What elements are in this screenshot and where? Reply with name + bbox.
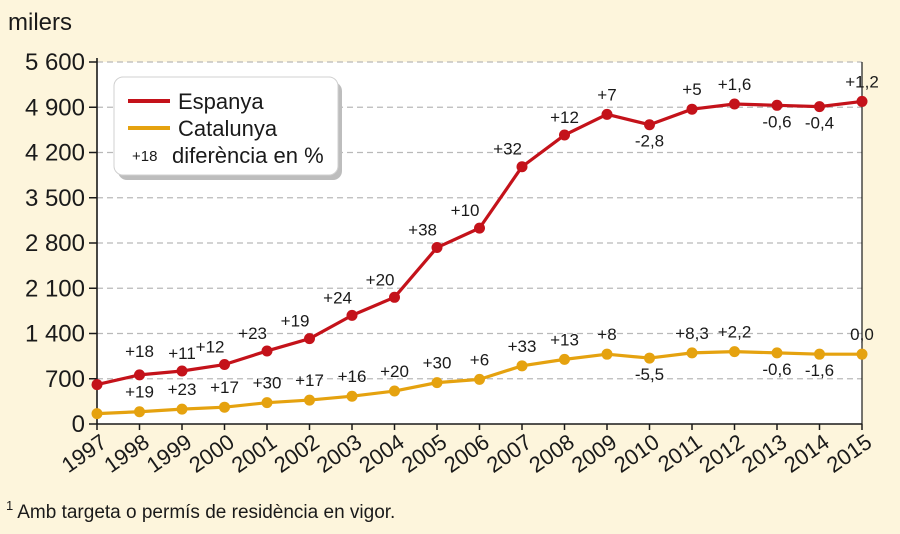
data-point-catalunya: [686, 347, 698, 359]
data-point-catalunya: [304, 394, 315, 406]
footnote: 1 Amb targeta o permís de residència en v…: [6, 498, 395, 523]
data-label-espanya: +12: [550, 108, 579, 127]
data-point-espanya: [134, 369, 145, 381]
data-label-espanya: +24: [323, 288, 352, 307]
y-tick-label: 4 900: [25, 94, 85, 121]
legend-label-espanya: Espanya: [178, 89, 264, 114]
data-point-catalunya: [261, 397, 273, 409]
y-tick-label: 1 400: [25, 321, 85, 348]
data-point-espanya: [389, 291, 400, 303]
data-label-espanya: -0,6: [762, 112, 791, 131]
data-point-espanya: [601, 108, 613, 120]
data-labels: +18 +11 +12+23+19+24+20+38+10+32+12+7-2,8+…: [125, 72, 879, 401]
data-point-catalunya: [431, 377, 443, 389]
series-layer: [91, 95, 868, 420]
data-label-catalunya: +2,2: [718, 323, 752, 342]
data-point-catalunya: [346, 390, 358, 402]
data-label-catalunya: +8,3: [675, 324, 709, 343]
y-tick-label: 3 500: [25, 185, 85, 212]
data-point-catalunya: [389, 385, 400, 397]
data-point-catalunya: [559, 353, 570, 365]
data-point-espanya: [559, 129, 570, 141]
data-point-espanya: [91, 379, 103, 391]
y-tick-label: 2 100: [25, 275, 85, 302]
y-tick-label: 5 600: [25, 49, 85, 76]
y-tick-label: 700: [45, 366, 85, 393]
data-label-espanya: +7: [597, 85, 616, 104]
data-label-catalunya: +8: [597, 325, 616, 344]
data-label-catalunya: -1,6: [805, 361, 834, 380]
data-label-espanya: +1,6: [718, 75, 752, 94]
data-point-catalunya: [176, 403, 188, 415]
data-label-espanya: -0,4: [805, 114, 834, 133]
data-label-espanya: +11: [168, 344, 196, 363]
data-point-catalunya: [516, 360, 528, 372]
data-label-espanya: +1,2: [845, 72, 879, 91]
footnote-mark: 1: [6, 498, 13, 513]
data-label-catalunya: +20: [380, 362, 409, 381]
data-point-espanya: [686, 103, 698, 115]
data-label-espanya: +20: [366, 270, 395, 289]
data-label-catalunya: +33: [508, 337, 537, 356]
data-label-espanya: -2,8: [635, 132, 664, 151]
data-label-espanya: +18: [125, 342, 154, 361]
data-point-espanya: [771, 99, 783, 111]
data-point-catalunya: [771, 347, 783, 359]
data-point-espanya: [219, 359, 230, 371]
y-tick-label: 2 800: [25, 230, 85, 257]
data-label-espanya: +5: [682, 80, 701, 99]
y-tick-label: 4 200: [25, 140, 85, 167]
data-label-catalunya: -0,6: [762, 360, 791, 379]
data-point-catalunya: [601, 348, 613, 360]
data-label-catalunya: +17: [295, 371, 324, 390]
legend-label-difference: diferència en %: [172, 143, 324, 168]
data-label-espanya: +19: [281, 312, 310, 331]
legend-label-catalunya: Catalunya: [178, 116, 278, 141]
data-point-catalunya: [814, 348, 825, 360]
data-label-catalunya: +30: [423, 354, 452, 373]
data-point-catalunya: [219, 401, 230, 413]
y-tick-label: 0: [72, 411, 85, 438]
data-label-espanya: +32: [493, 140, 522, 159]
data-label-catalunya: +19: [125, 383, 154, 402]
footnote-text: Amb targeta o permís de residència en vi…: [17, 502, 395, 523]
data-point-catalunya: [91, 408, 103, 420]
data-point-espanya: [431, 242, 443, 254]
unit-label: milers: [8, 9, 72, 36]
data-label-espanya: +10: [451, 201, 480, 220]
legend-sample-label: +18: [132, 148, 157, 165]
data-label-catalunya: +23: [168, 380, 197, 399]
data-point-espanya: [516, 161, 528, 173]
data-label-catalunya: +30: [253, 374, 282, 393]
data-label-catalunya: 0,0: [850, 325, 874, 344]
data-label-espanya: +12: [196, 338, 225, 357]
data-point-espanya: [346, 309, 358, 321]
data-point-catalunya: [644, 352, 655, 364]
x-tick-label: 2011: [653, 429, 706, 477]
data-label-espanya: +23: [238, 324, 267, 343]
data-point-catalunya: [134, 406, 145, 418]
x-tick-label: 2015: [822, 429, 876, 478]
data-point-espanya: [644, 119, 655, 131]
data-label-espanya: +38: [408, 221, 437, 240]
data-point-espanya: [176, 365, 188, 377]
data-point-espanya: [474, 222, 485, 234]
data-point-catalunya: [729, 346, 740, 358]
data-point-catalunya: [474, 373, 485, 385]
data-point-espanya: [856, 95, 868, 107]
data-label-catalunya: +6: [470, 350, 489, 369]
data-point-catalunya: [856, 348, 868, 360]
data-point-espanya: [814, 101, 825, 113]
data-label-catalunya: -5,5: [635, 365, 664, 384]
data-label-catalunya: +13: [550, 330, 579, 349]
data-label-catalunya: +17: [210, 378, 239, 397]
data-point-espanya: [729, 98, 740, 110]
data-point-espanya: [261, 345, 273, 357]
data-label-catalunya: +16: [338, 367, 367, 386]
data-point-espanya: [304, 333, 315, 345]
